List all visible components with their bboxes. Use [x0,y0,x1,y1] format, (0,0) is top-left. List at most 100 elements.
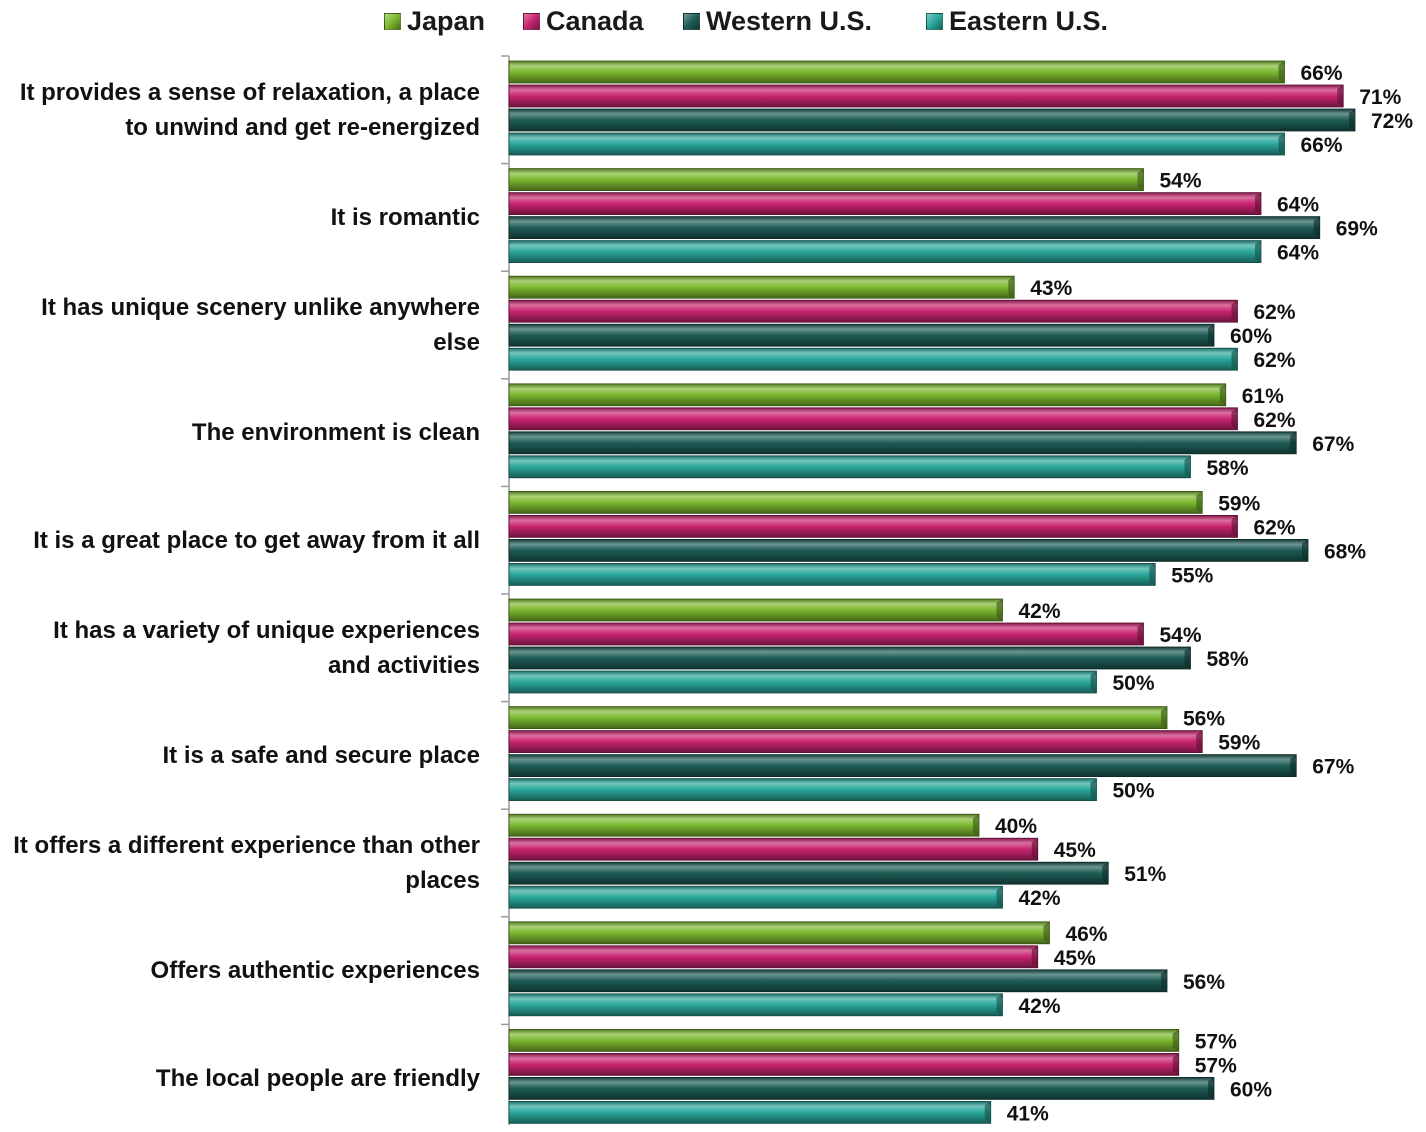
legend: Japan Canada Western U.S. Eastern U.S. [0,0,1426,42]
value-label: 64% [1277,242,1319,265]
bar-bevel [1196,491,1203,514]
legend-swatch [926,12,943,30]
bar [508,132,1285,156]
bar [508,515,1238,538]
bar [508,993,1003,1017]
bar [508,754,1297,777]
category-label: It is romantic [330,203,480,231]
bar-bevel [1231,515,1238,538]
value-label: 71% [1359,86,1401,109]
category-label: It offers a different experience than ot… [13,831,480,894]
bar-bevel [1184,455,1191,478]
bar-bevel [1231,300,1238,323]
value-label: 62% [1254,349,1296,372]
value-label: 51% [1124,863,1166,886]
bar-bevel [1290,754,1297,777]
bar-bevel [1278,133,1285,155]
bar-bevel [1172,1029,1179,1052]
bar-bevel [1231,348,1238,371]
value-label: 54% [1160,624,1202,647]
bar-bevel [1031,945,1038,968]
value-label: 60% [1230,325,1272,348]
legend-item: Canada [523,4,644,38]
bar-bevel [1184,647,1191,669]
bar-bevel [1208,1077,1214,1100]
bar [508,407,1238,431]
legend-label: Japan [407,5,486,36]
bar [508,216,1321,240]
bar [508,275,1015,299]
bar-bevel [1149,563,1156,586]
value-label: 56% [1183,708,1225,731]
bar [508,383,1227,407]
bar-bevel [973,814,979,837]
bar [508,299,1238,323]
bar-bevel [1161,706,1167,729]
bar [508,670,1097,694]
category-label: It is a great place to get away from it … [33,526,480,554]
bar-bevel [1278,61,1285,83]
bar-bevel [1043,921,1050,944]
value-label: 59% [1218,492,1260,515]
bar [508,108,1356,132]
value-label: 54% [1160,170,1202,193]
category-label: It has a variety of unique experiences a… [53,616,480,679]
bar [508,192,1262,216]
bar-bevel [996,886,1003,909]
bar-bevel [1208,324,1214,347]
value-label: 62% [1254,516,1296,539]
bar [508,813,980,837]
bar [508,1053,1180,1076]
category-label: The environment is clean [191,419,480,447]
bar [508,778,1097,801]
value-label: 58% [1207,648,1249,671]
legend-label: Eastern U.S. [949,5,1109,36]
legend-swatch [523,12,540,30]
value-label: 61% [1242,385,1284,408]
legend-item: Eastern U.S. [926,4,1108,38]
bar-bevel [1090,778,1097,801]
bar [508,861,1109,885]
bar [508,84,1344,108]
value-label: 68% [1324,540,1366,563]
value-label: 62% [1254,409,1296,432]
value-label: 57% [1195,1054,1237,1077]
legend-swatch [384,12,401,30]
bar-bevel [1349,109,1355,131]
value-label: 60% [1230,1078,1272,1101]
value-label: 50% [1113,780,1155,803]
bar-bevel [1290,431,1297,454]
legend-item: Western U.S. [683,4,872,38]
value-label: 43% [1030,277,1072,300]
bar [508,1029,1180,1052]
value-label: 41% [1007,1102,1049,1125]
bar-bevel [1031,838,1038,861]
value-label: 42% [1019,600,1061,623]
bar-bevel [1313,216,1320,239]
value-label: 42% [1019,995,1061,1018]
bar-bevel [1219,383,1226,406]
value-label: 58% [1207,457,1249,480]
bar-bevel [1302,539,1308,562]
value-label: 56% [1183,971,1225,994]
category-label: It has unique scenery unlike anywhere el… [41,293,480,356]
bar-bevel [1137,623,1144,645]
bar [508,563,1156,586]
value-label: 64% [1277,194,1319,217]
bar-bevel [1161,969,1167,992]
bar-bevel [1337,85,1344,107]
bar-bevel [1231,407,1238,430]
bar [508,168,1144,192]
bar [508,490,1203,514]
bar [508,969,1168,993]
category-label: Offers authentic experiences [150,957,480,985]
bar-bevel [1102,862,1109,885]
bar-bevel [996,599,1003,621]
value-label: 40% [995,815,1037,838]
bar [508,730,1203,753]
bar-bevel [1172,1053,1179,1076]
value-label: 72% [1371,110,1413,133]
bar [508,921,1050,945]
